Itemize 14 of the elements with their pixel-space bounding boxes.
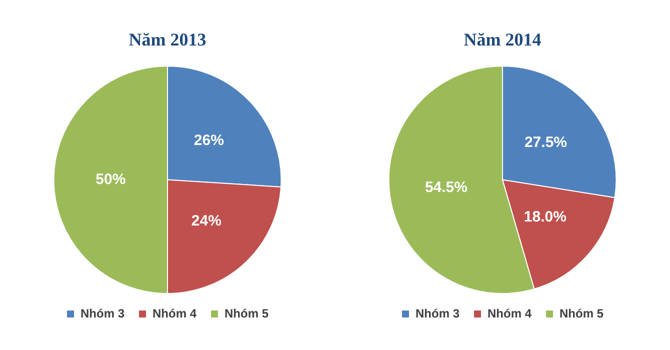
data-label: 50%: [96, 170, 126, 188]
legend-label: Nhóm 5: [560, 306, 604, 320]
legend-label: Nhóm 4: [488, 306, 532, 320]
legend-label: Nhóm 5: [224, 306, 269, 320]
data-label: 26%: [194, 132, 224, 150]
legend-label: Nhóm 3: [80, 306, 125, 320]
chart-title: Năm 2013: [128, 29, 206, 50]
data-label: 18.0%: [524, 208, 566, 226]
chart-title: Năm 2014: [464, 29, 542, 50]
data-label: 54.5%: [424, 178, 468, 196]
legend-label: Nhóm 4: [152, 306, 197, 320]
legend-label: Nhóm 3: [415, 306, 460, 320]
data-label: 24%: [191, 212, 222, 230]
data-label: 27.5%: [524, 134, 568, 152]
